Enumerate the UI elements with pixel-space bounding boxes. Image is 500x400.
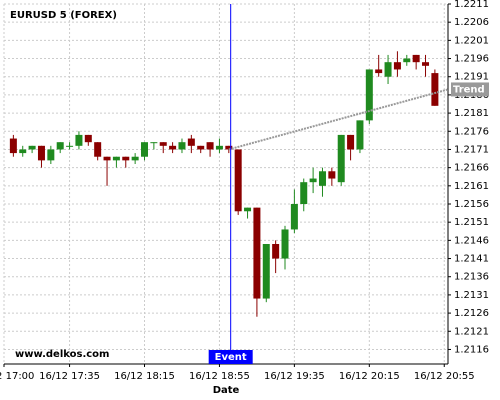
y-tick-label: 1.2201 [454,35,489,46]
y-tick-label: 1.2191 [454,72,489,83]
y-tick-label: 1.2156 [454,199,489,210]
y-tick-label: 1.2171 [454,144,489,155]
y-tick-label: 1.2141 [454,254,489,265]
x-tick-label: 16/12 17:35 [39,371,100,382]
candle-body [131,156,139,161]
candle-body [19,149,27,154]
y-tick-label: 1.2166 [454,163,489,174]
candle-body [253,207,261,299]
candle-body [47,149,55,161]
candle-body [225,145,233,150]
candle-body [141,142,149,157]
candle-body [281,229,289,259]
y-tick-label: 1.2206 [454,17,489,28]
candle-body [375,69,383,74]
candle-body [66,145,74,147]
candle-body [272,244,280,259]
y-tick-label: 1.2126 [454,308,489,319]
candle-body [412,54,420,63]
candle-body [290,204,298,230]
x-tick-label: 16/12 18:15 [114,371,175,382]
y-tick-label: 1.2211 [454,0,489,10]
candle-body [206,142,214,150]
y-tick-label: 1.2146 [454,235,489,246]
y-tick-label: 1.2176 [454,126,489,137]
x-tick-label: 16/12 17:00 [0,371,34,382]
chart-title: EURUSD 5 (FOREX) [10,10,117,21]
candle-body [244,207,252,212]
y-tick-label: 1.2116 [454,344,489,355]
candle-body [84,134,92,143]
candle-body [122,156,130,161]
candle-body [309,178,317,183]
candle-body [150,142,158,144]
x-tick-label: 16/12 19:35 [264,371,325,382]
x-tick-label: 16/12 18:55 [189,371,250,382]
event-label-box [208,350,253,364]
y-tick-label: 1.2181 [454,108,489,119]
candle-body [393,62,401,70]
candle-body [103,156,111,161]
candle-body [262,244,270,299]
candle-body [94,142,102,157]
trend-label: Trend [453,84,485,95]
candle-body [300,182,308,204]
candle-body [178,142,186,150]
candle-body [347,134,355,150]
y-tick-label: 1.2151 [454,217,489,228]
candle-body [56,142,64,150]
event-label: Event [215,352,247,363]
candle-body [112,156,120,161]
candle-body [365,69,373,121]
candle-body [9,138,17,154]
trend-label-box [451,82,489,97]
candle-body [75,134,83,146]
candle-body [187,138,195,146]
y-tick-label: 1.2196 [454,54,489,65]
candle-body [159,142,167,146]
x-axis-title: Date [213,385,240,396]
watermark: www.delkos.com [15,349,109,360]
y-tick-label: 1.2131 [454,290,489,301]
candle-body [234,149,242,212]
candle-body [169,145,177,150]
candle-body [37,145,45,161]
candle-body [356,120,364,150]
y-tick-label: 1.2136 [454,272,489,283]
candle-body [318,171,326,186]
y-tick-label: 1.2161 [454,181,489,192]
candle-body [384,62,392,77]
candle-body [28,145,36,150]
candle-body [197,145,205,150]
candle-body [403,58,411,63]
x-tick-label: 16/12 20:55 [414,371,475,382]
candle-body [422,62,430,66]
candle-body [328,171,336,179]
y-tick-label: 1.2121 [454,326,489,337]
trend-line [228,88,449,151]
candle-body [431,73,439,106]
candle-body [215,145,223,150]
x-tick-label: 16/12 20:15 [339,371,400,382]
candle-body [337,134,345,183]
